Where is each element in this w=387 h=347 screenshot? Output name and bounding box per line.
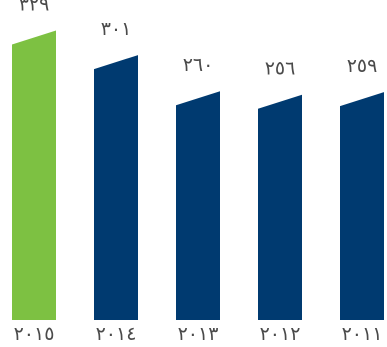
x-tick-label-1: ٢٠١٤: [96, 323, 137, 345]
x-tick-label-0: ٢٠١٥: [14, 323, 55, 345]
bar-value-label-3: ٢٥٦: [265, 58, 296, 80]
bar-2: [176, 91, 220, 320]
bar-value-label-4: ٢٥٩: [347, 55, 378, 77]
bar-0: [12, 30, 56, 320]
bar-value-label-0: ٣٢٩: [19, 0, 50, 15]
tick-labels-group: ٢٠١٥ ٢٠١٤ ٢٠١٣ ٢٠١٢ ٢٠١١: [14, 323, 383, 345]
bar-3: [258, 94, 302, 320]
value-labels-group: ٣٢٩ ٣٠١ ٢٦٠ ٢٥٦ ٢٥٩: [19, 0, 378, 80]
bar-value-label-1: ٣٠١: [101, 18, 132, 40]
bars-group: [12, 30, 384, 321]
bar-4: [340, 92, 384, 320]
x-tick-label-3: ٢٠١٢: [260, 323, 301, 345]
x-tick-label-2: ٢٠١٣: [178, 323, 219, 345]
bar-value-label-2: ٢٦٠: [183, 54, 214, 76]
x-tick-label-4: ٢٠١١: [342, 323, 383, 345]
bar-1: [94, 55, 138, 321]
